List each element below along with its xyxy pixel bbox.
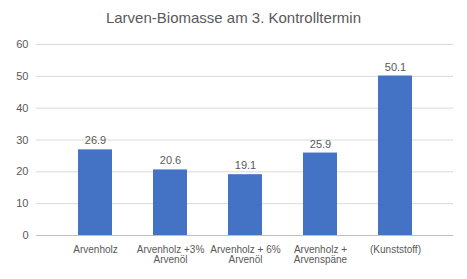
svg-text:(Kunststoff): (Kunststoff) [370,244,421,255]
svg-text:20: 20 [16,165,28,177]
svg-text:0: 0 [22,229,28,241]
svg-text:Arvenholz +3%Arvenöl: Arvenholz +3%Arvenöl [137,244,205,265]
svg-text:40: 40 [16,102,28,114]
svg-text:20.6: 20.6 [160,154,181,166]
svg-text:19.1: 19.1 [235,159,256,171]
svg-text:60: 60 [16,38,28,50]
svg-text:50.1: 50.1 [385,61,406,73]
svg-text:Arvenholz + 6%Arvenöl: Arvenholz + 6%Arvenöl [210,244,280,265]
svg-text:50: 50 [16,70,28,82]
svg-text:30: 30 [16,134,28,146]
svg-text:Arvenholz: Arvenholz [73,244,117,255]
svg-text:26.9: 26.9 [85,134,106,146]
svg-text:Arvenholz +Arvenspäne: Arvenholz +Arvenspäne [294,244,348,265]
svg-text:10: 10 [16,197,28,209]
svg-text:25.9: 25.9 [310,138,331,150]
html-text:Larven-Biomasse am 3. Kontroll: Larven-Biomasse am 3. Kontrolltermin [105,9,361,26]
